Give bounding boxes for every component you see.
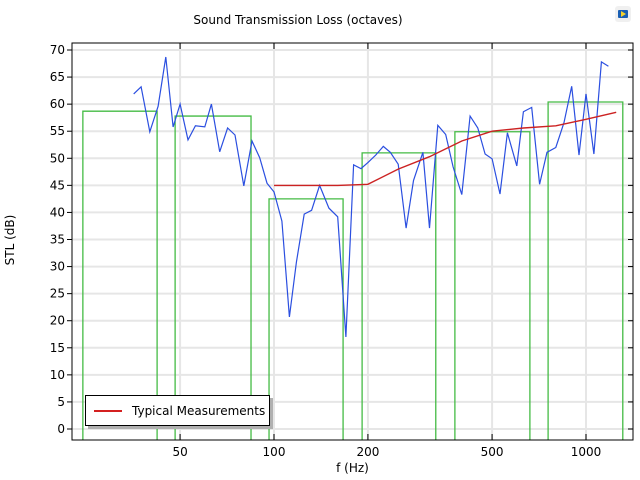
typical-measurements-line — [274, 111, 617, 187]
svg-text:500: 500 — [481, 445, 504, 459]
svg-text:50: 50 — [50, 151, 65, 165]
axes-frame — [71, 42, 634, 441]
svg-text:25: 25 — [50, 287, 65, 301]
svg-text:10: 10 — [50, 368, 65, 382]
svg-text:60: 60 — [50, 97, 65, 111]
svg-text:45: 45 — [50, 178, 65, 192]
legend-label-typical: Typical Measurements — [132, 403, 266, 418]
app-logo-icon — [615, 6, 631, 22]
x-axis-label: f (Hz) — [336, 461, 369, 475]
svg-text:70: 70 — [50, 43, 65, 57]
svg-text:200: 200 — [356, 445, 379, 459]
svg-text:0: 0 — [57, 422, 65, 436]
x-axis-ticks: 50 100 200 500 1000 — [172, 43, 601, 459]
octave-band-bars — [82, 101, 624, 440]
legend: Typical Measurements — [85, 395, 270, 426]
svg-text:100: 100 — [263, 445, 286, 459]
legend-swatch-typical — [94, 409, 122, 412]
chart-title: Sound Transmission Loss (octaves) — [193, 13, 403, 27]
svg-text:15: 15 — [50, 341, 65, 355]
gridlines — [72, 43, 633, 440]
svg-text:35: 35 — [50, 233, 65, 247]
svg-text:40: 40 — [50, 205, 65, 219]
svg-text:1000: 1000 — [571, 445, 602, 459]
svg-text:30: 30 — [50, 260, 65, 274]
svg-text:50: 50 — [172, 445, 187, 459]
svg-text:55: 55 — [50, 124, 65, 138]
y-axis-ticks: 0 5 10 15 20 25 30 35 40 45 50 55 60 65 70 — [50, 43, 633, 436]
measured-stl-line — [133, 56, 609, 338]
svg-text:20: 20 — [50, 314, 65, 328]
svg-text:5: 5 — [57, 395, 65, 409]
svg-text:65: 65 — [50, 70, 65, 84]
